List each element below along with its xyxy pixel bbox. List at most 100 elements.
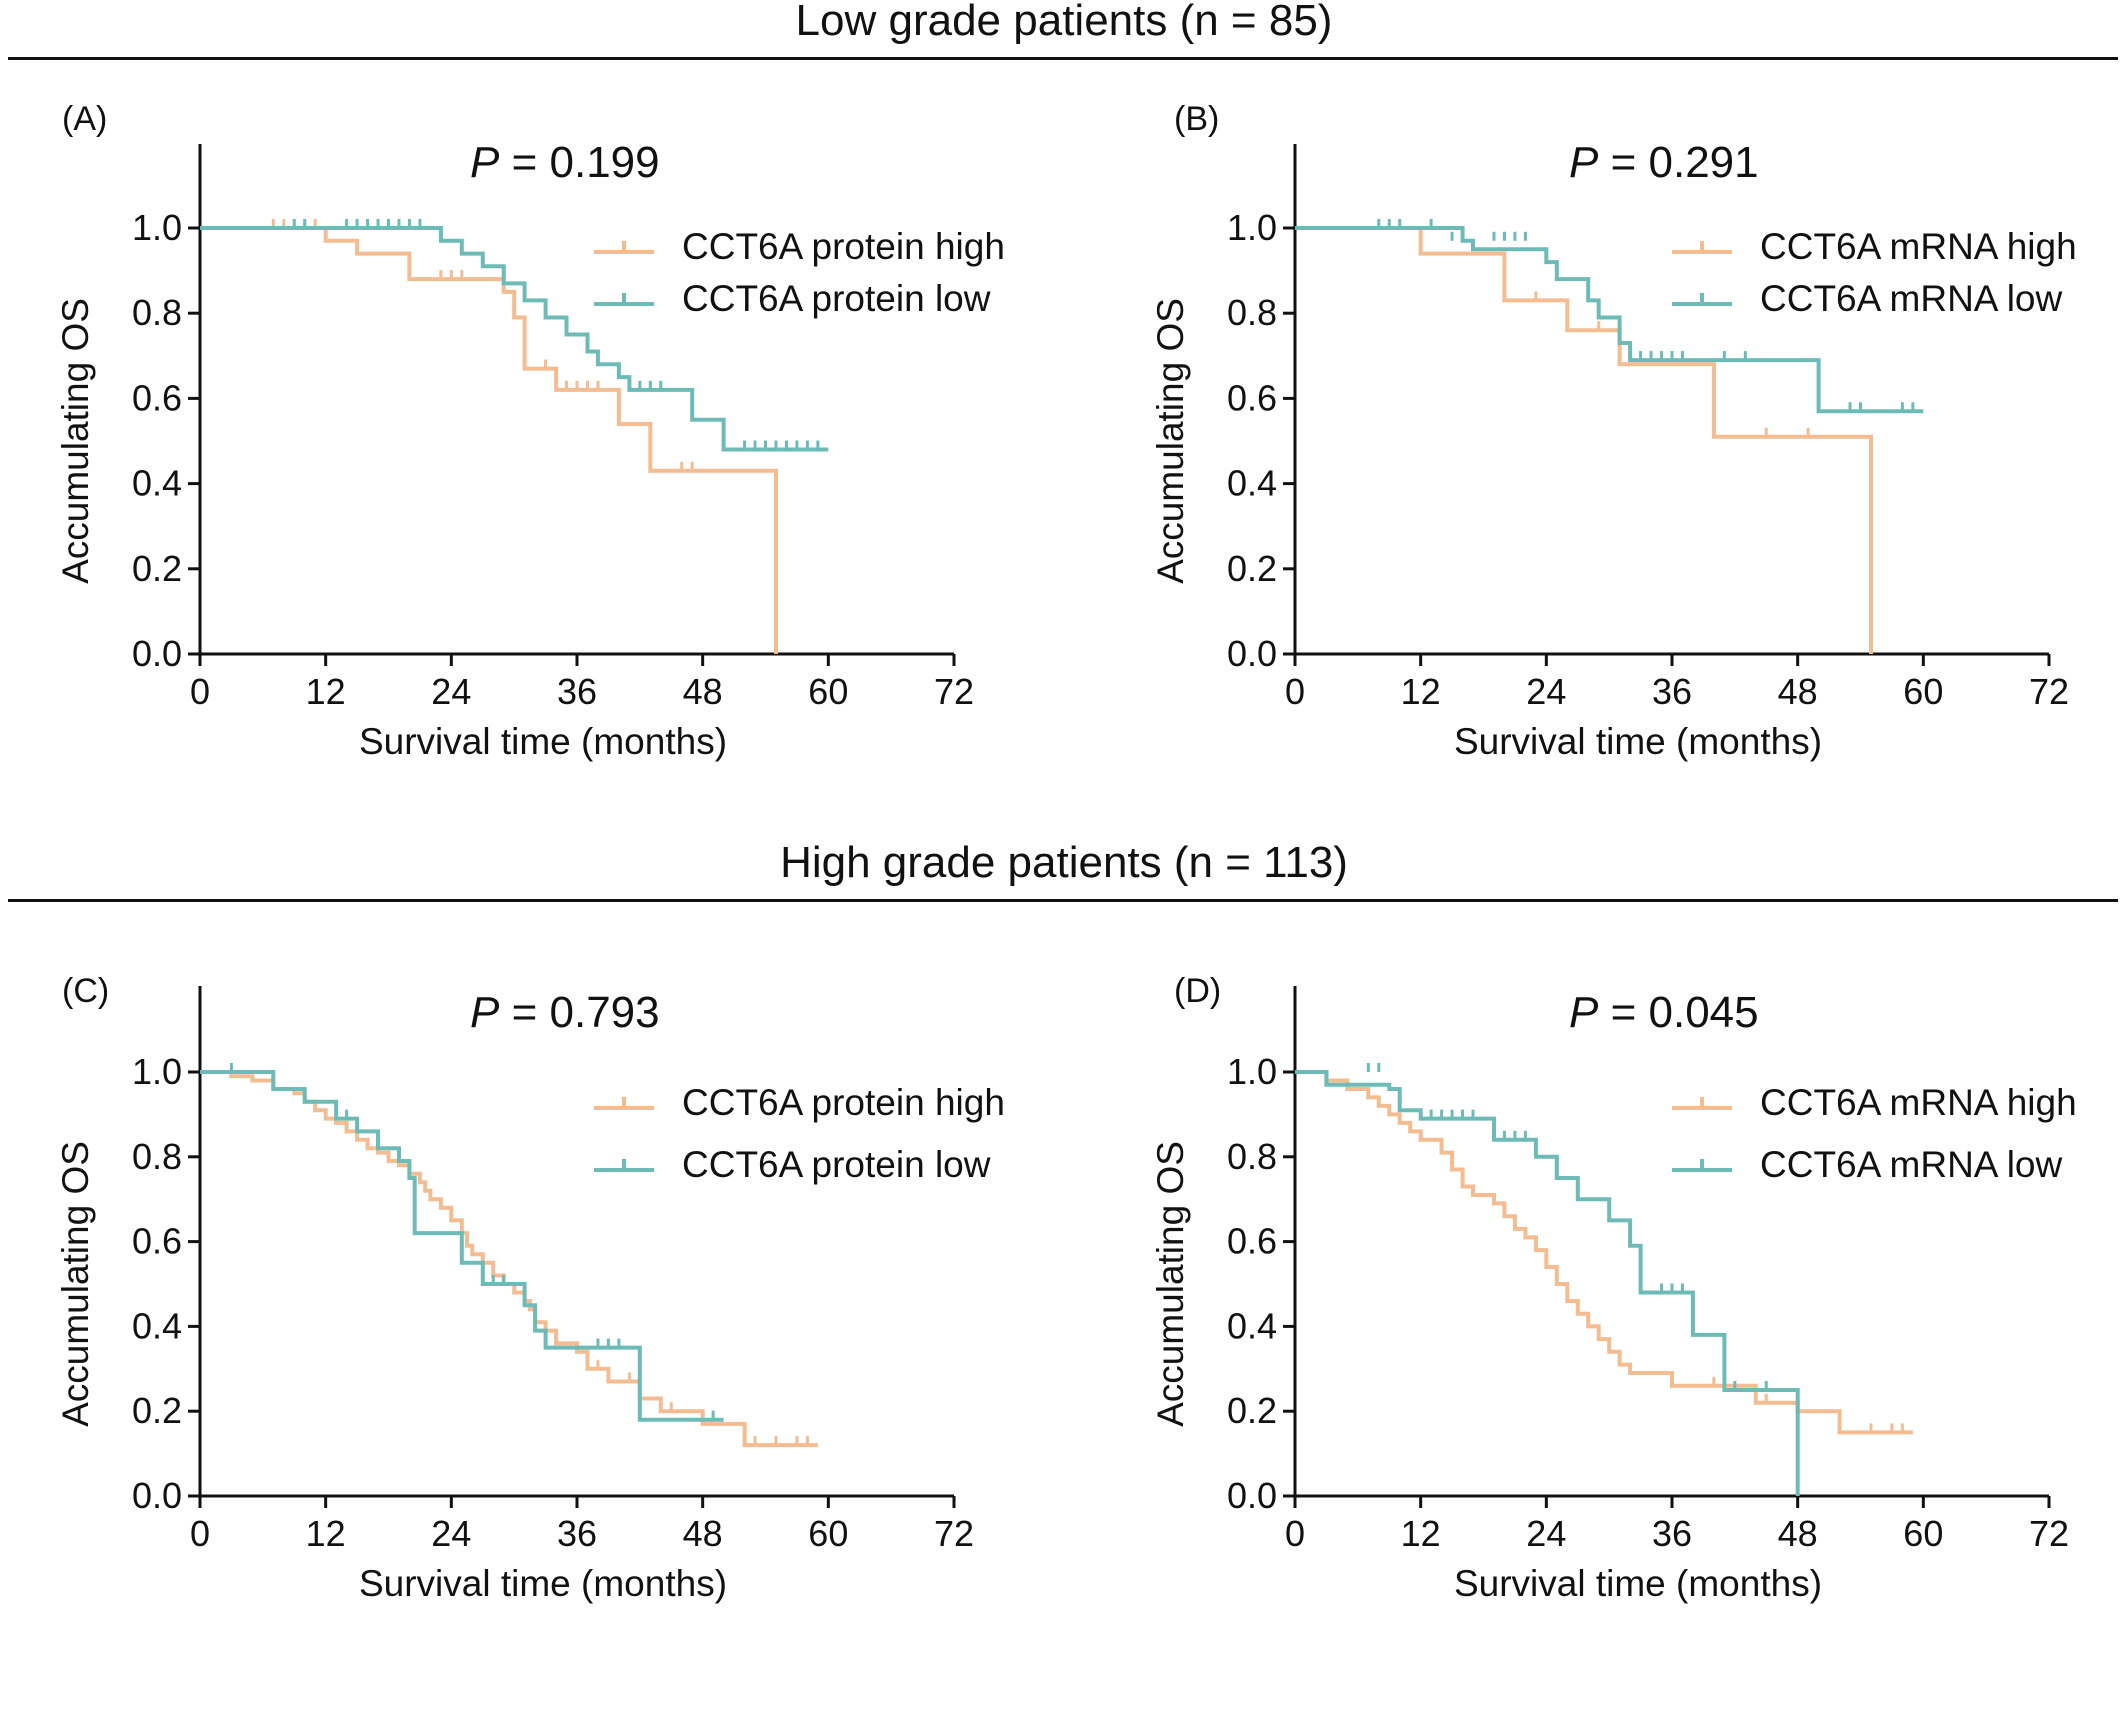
y-tick-label: 0.6	[132, 1221, 182, 1262]
x-tick-label: 48	[683, 671, 723, 712]
x-tick-label: 60	[1903, 1513, 1943, 1554]
panel-label-b: (B)	[1174, 100, 1220, 138]
y-tick-label: 0.2	[132, 1390, 182, 1431]
chart-panel-b: 0 12 24 36 48 60 72 0.0 0.2 0.4 0.6 0.8 1.0 Survival …	[1064, 90, 2128, 890]
x-tick-label: 12	[1401, 671, 1441, 712]
x-tick-label: 24	[431, 1513, 471, 1554]
x-tick-label: 72	[2029, 671, 2069, 712]
x-tick-label: 48	[1778, 671, 1818, 712]
panel-label-a: (A)	[62, 100, 108, 138]
x-tick-label: 48	[683, 1513, 723, 1554]
x-tick-label: 0	[1285, 671, 1305, 712]
p-value-b: P = 0.291	[1569, 138, 1759, 188]
y-tick-label: 0.6	[1227, 377, 1277, 418]
x-tick-label: 60	[808, 1513, 848, 1554]
panel-label-d: (D)	[1174, 972, 1222, 1010]
p-value-d: P = 0.045	[1569, 988, 1759, 1038]
legend-swatch-high	[594, 241, 654, 254]
legend-label-low: CCT6A mRNA low	[1760, 1144, 2063, 1185]
y-tick-label: 0.4	[1227, 1305, 1277, 1346]
x-tick-label: 24	[1526, 671, 1566, 712]
y-tick-label: 0.4	[132, 463, 182, 504]
legend-swatch-high	[594, 1097, 654, 1110]
x-tick-label: 72	[2029, 1513, 2069, 1554]
y-tick-label: 0.4	[132, 1305, 182, 1346]
y-tick-label: 0.8	[132, 1136, 182, 1177]
survival-curve-high	[1295, 226, 1873, 654]
chart-canvas-b: 0 12 24 36 48 60 72 0.0 0.2 0.4 0.6 0.8 1.0 Survival …	[1150, 144, 2069, 762]
p-value-a: P = 0.199	[470, 138, 660, 188]
y-tick-label: 0.0	[132, 633, 182, 674]
y-tick-label: 1.0	[132, 207, 182, 248]
y-tick-label: 0.0	[132, 1475, 182, 1516]
y-axis-title: Accumulating OS	[1150, 298, 1191, 584]
y-axis-title: Accumulating OS	[55, 298, 96, 584]
p-value-text-b: = 0.291	[1610, 138, 1759, 187]
section-divider-low-grade	[8, 57, 2118, 60]
p-symbol-d: P	[1569, 988, 1599, 1037]
p-symbol-b: P	[1569, 138, 1599, 187]
p-symbol-a: P	[470, 138, 500, 187]
y-tick-label: 1.0	[132, 1051, 182, 1092]
section-title-low-grade: Low grade patients (n = 85)	[795, 0, 1333, 45]
survival-curve-low	[200, 1070, 724, 1422]
legend-swatch-low	[1672, 1159, 1732, 1172]
p-value-text-a: = 0.199	[511, 138, 660, 187]
y-tick-label: 0.4	[1227, 463, 1277, 504]
x-tick-label: 12	[306, 671, 346, 712]
x-tick-label: 0	[1285, 1513, 1305, 1554]
chart-panel-a: 0 12 24 36 48 60 72 0.0 0.2 0.4 0.6 0.8 1.0 Survival …	[0, 90, 1064, 890]
y-tick-label: 1.0	[1227, 1051, 1277, 1092]
x-tick-label: 24	[431, 671, 471, 712]
x-tick-label: 0	[190, 1513, 210, 1554]
legend-swatch-low	[1672, 293, 1732, 306]
legend-label-low: CCT6A protein low	[682, 1144, 991, 1185]
chart-canvas-c: 0 12 24 36 48 60 72 0.0 0.2 0.4 0.6 0.8 1.0 Survival …	[55, 986, 974, 1604]
x-tick-label: 24	[1526, 1513, 1566, 1554]
legend-label-low: CCT6A protein low	[682, 278, 991, 319]
section-title-high-grade: High grade patients (n = 113)	[780, 838, 1348, 887]
x-axis-title: Survival time (months)	[1454, 721, 1822, 762]
p-value-text-d: = 0.045	[1610, 988, 1759, 1037]
legend-swatch-low	[594, 1159, 654, 1172]
legend-swatch-high	[1672, 1097, 1732, 1110]
x-tick-label: 36	[1652, 671, 1692, 712]
y-tick-label: 0.6	[1227, 1221, 1277, 1262]
legend-swatch-low	[594, 293, 654, 306]
y-tick-label: 0.2	[132, 548, 182, 589]
p-value-c: P = 0.793	[470, 988, 660, 1038]
x-tick-label: 72	[934, 1513, 974, 1554]
y-axis-title: Accumulating OS	[1150, 1141, 1191, 1427]
x-tick-label: 36	[1652, 1513, 1692, 1554]
survival-curve-high	[200, 226, 778, 654]
survival-curve-low	[200, 226, 829, 452]
legend-label-high: CCT6A mRNA high	[1760, 1082, 2077, 1123]
legend-label-low: CCT6A mRNA low	[1760, 278, 2063, 319]
p-symbol-c: P	[470, 988, 500, 1037]
legend-label-high: CCT6A protein high	[682, 226, 1005, 267]
survival-curve-low	[1295, 1070, 1800, 1496]
y-tick-label: 0.2	[1227, 1390, 1277, 1431]
x-tick-label: 48	[1778, 1513, 1818, 1554]
x-tick-label: 36	[557, 671, 597, 712]
y-tick-label: 0.2	[1227, 548, 1277, 589]
y-axis-title: Accumulating OS	[55, 1141, 96, 1427]
y-tick-label: 0.0	[1227, 1475, 1277, 1516]
x-tick-label: 36	[557, 1513, 597, 1554]
x-axis-title: Survival time (months)	[359, 1563, 727, 1604]
panel-label-c: (C)	[62, 972, 110, 1010]
y-tick-label: 0.8	[1227, 292, 1277, 333]
survival-curve-low	[1295, 226, 1924, 414]
section-divider-high-grade	[8, 899, 2118, 902]
x-axis-title: Survival time (months)	[359, 721, 727, 762]
y-tick-label: 0.8	[1227, 1136, 1277, 1177]
p-value-text-c: = 0.793	[511, 988, 660, 1037]
y-tick-label: 0.6	[132, 377, 182, 418]
x-tick-label: 12	[306, 1513, 346, 1554]
legend-swatch-high	[1672, 241, 1732, 254]
chart-canvas-d: 0 12 24 36 48 60 72 0.0 0.2 0.4 0.6 0.8 1.0 Survival …	[1150, 986, 2069, 1604]
x-tick-label: 12	[1401, 1513, 1441, 1554]
y-tick-label: 0.0	[1227, 633, 1277, 674]
survival-curve-high	[1295, 1070, 1913, 1435]
survival-curve-high	[200, 1070, 818, 1448]
